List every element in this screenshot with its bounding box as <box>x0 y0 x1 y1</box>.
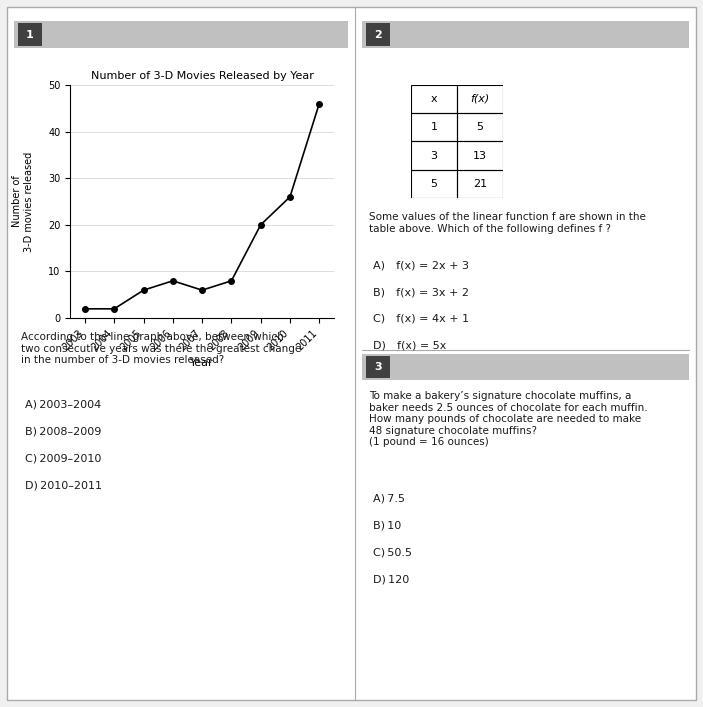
Text: x: x <box>431 94 437 104</box>
Text: B) 2008–2009: B) 2008–2009 <box>25 426 101 436</box>
Text: 2: 2 <box>374 30 382 40</box>
Title: Number of 3-D Movies Released by Year: Number of 3-D Movies Released by Year <box>91 71 314 81</box>
Text: A) 7.5: A) 7.5 <box>373 493 405 503</box>
Bar <box>457 141 503 170</box>
Text: C) f(x) = 4x + 1: C) f(x) = 4x + 1 <box>373 314 469 324</box>
Text: 21: 21 <box>472 179 487 189</box>
Text: Some values of the linear function f are shown in the
table above. Which of the : Some values of the linear function f are… <box>369 212 646 234</box>
X-axis label: Year: Year <box>191 358 214 368</box>
Text: C) 2009–2010: C) 2009–2010 <box>25 453 101 463</box>
Bar <box>457 113 503 141</box>
Text: D) 2010–2011: D) 2010–2011 <box>25 480 102 490</box>
Text: B) 10: B) 10 <box>373 520 401 530</box>
Text: 13: 13 <box>473 151 486 160</box>
Text: B) f(x) = 3x + 2: B) f(x) = 3x + 2 <box>373 287 469 297</box>
Bar <box>457 170 503 198</box>
Text: C) 50.5: C) 50.5 <box>373 547 411 557</box>
Bar <box>411 85 457 113</box>
Bar <box>457 85 503 113</box>
Text: 3: 3 <box>431 151 437 160</box>
Text: Number of
3-D movies released: Number of 3-D movies released <box>12 151 34 252</box>
Text: A) f(x) = 2x + 3: A) f(x) = 2x + 3 <box>373 260 469 270</box>
Bar <box>411 141 457 170</box>
Text: According to the line graph above, between which
two consecutive years was there: According to the line graph above, betwe… <box>21 332 302 366</box>
Text: 1: 1 <box>431 122 437 132</box>
Text: D) f(x) = 5x: D) f(x) = 5x <box>373 341 446 351</box>
Text: f(x): f(x) <box>470 94 489 104</box>
Text: 5: 5 <box>477 122 483 132</box>
Text: D) 120: D) 120 <box>373 574 409 584</box>
Text: To make a bakery’s signature chocolate muffins, a
baker needs 2.5 ounces of choc: To make a bakery’s signature chocolate m… <box>369 391 647 448</box>
Bar <box>411 170 457 198</box>
Text: 5: 5 <box>431 179 437 189</box>
Text: 1: 1 <box>26 30 34 40</box>
Bar <box>411 113 457 141</box>
Text: 3: 3 <box>374 362 382 372</box>
Text: A) 2003–2004: A) 2003–2004 <box>25 399 101 409</box>
